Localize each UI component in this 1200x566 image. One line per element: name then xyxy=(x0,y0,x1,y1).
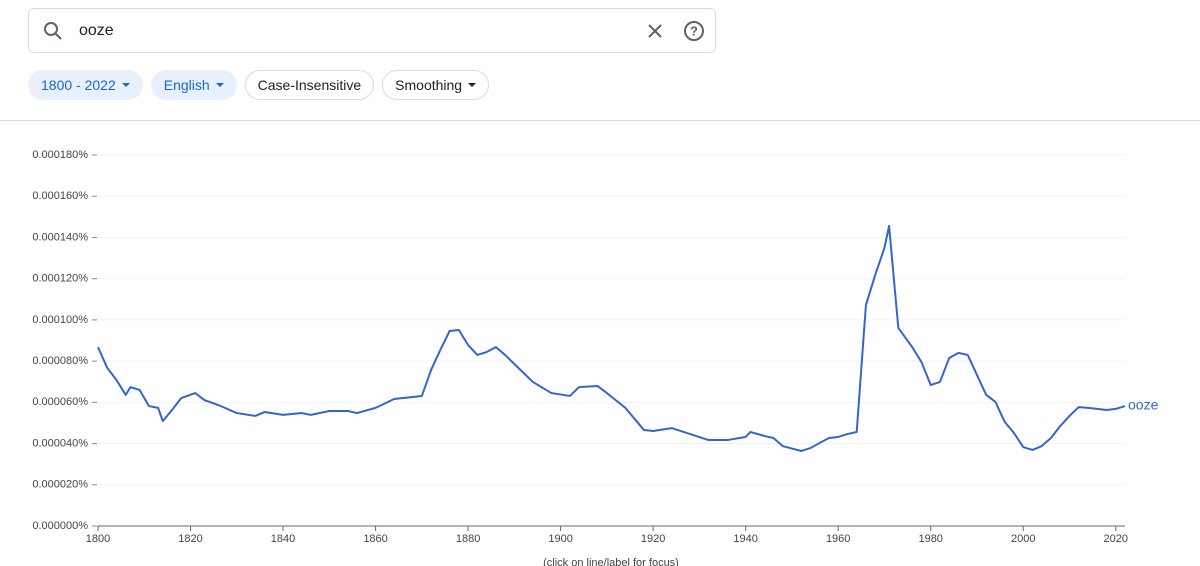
x-tick-label: 1820 xyxy=(178,533,202,545)
y-tick-label: 0.000120% xyxy=(32,273,88,285)
x-tick-label: 1920 xyxy=(641,533,665,545)
y-tick-label: 0.000080% xyxy=(32,355,88,367)
y-tick-label: 0.000020% xyxy=(32,479,88,491)
chip-label: 1800 - 2022 xyxy=(41,77,116,93)
y-tick-label: 0.000140% xyxy=(32,231,88,243)
series-label: ooze xyxy=(1128,397,1159,413)
chip[interactable]: Smoothing xyxy=(382,70,490,100)
separator xyxy=(0,120,1200,121)
help-button[interactable]: ? xyxy=(682,19,706,43)
x-tick-label: 1800 xyxy=(86,533,110,545)
y-tick-label: 0.000040% xyxy=(32,437,88,449)
y-tick-label: 0.000160% xyxy=(32,190,88,202)
x-tick-label: 1880 xyxy=(456,533,480,545)
x-tick-label: 1900 xyxy=(548,533,572,545)
x-tick-label: 2020 xyxy=(1104,533,1128,545)
x-tick-label: 1960 xyxy=(826,533,850,545)
series-line xyxy=(97,224,1126,452)
svg-text:?: ? xyxy=(690,24,698,39)
chip-label: English xyxy=(163,77,210,93)
x-tick-label: 1940 xyxy=(733,533,757,545)
chart-note: (click on line/label for focus) xyxy=(543,557,679,566)
chip-label: Smoothing xyxy=(395,77,463,93)
chip[interactable]: English xyxy=(150,70,237,100)
x-tick-label: 2000 xyxy=(1011,533,1035,545)
chip-label: Case-Insensitive xyxy=(257,77,362,93)
x-tick-label: 1840 xyxy=(271,533,295,545)
search-box[interactable]: ooze ? xyxy=(28,8,716,53)
x-tick-label: 1860 xyxy=(363,533,387,545)
y-tick-label: 0.000060% xyxy=(32,396,88,408)
y-tick-label: 0.000100% xyxy=(32,314,88,326)
chip[interactable]: Case-Insensitive xyxy=(244,70,375,100)
search-icon xyxy=(44,22,62,40)
y-tick-label: 0.000000% xyxy=(32,520,88,532)
filter-chips: 1800 - 2022 English Case-Insensitive Smo… xyxy=(28,70,490,100)
clear-button[interactable] xyxy=(645,21,665,41)
x-tick-label: 1980 xyxy=(918,533,942,545)
chip[interactable]: 1800 - 2022 xyxy=(28,70,143,100)
y-tick-label: 0.000180% xyxy=(32,149,88,161)
search-query: ooze xyxy=(79,22,114,39)
